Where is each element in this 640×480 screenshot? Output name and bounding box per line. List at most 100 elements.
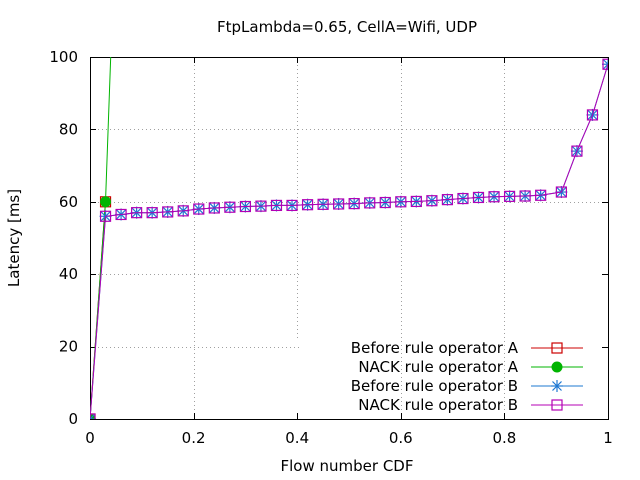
data-point xyxy=(177,205,189,217)
marker-shape xyxy=(99,210,112,222)
data-point xyxy=(602,58,608,70)
legend-label: NACK rule operator A xyxy=(358,358,518,376)
series-4 xyxy=(90,58,608,419)
y-tick-label: 60 xyxy=(59,193,78,211)
plot-frame xyxy=(90,57,609,420)
marker-shape xyxy=(472,191,485,204)
marker-shape xyxy=(551,399,563,411)
marker-shape xyxy=(503,190,516,202)
legend-label: NACK rule operator B xyxy=(358,396,518,414)
x-tick-label: 0.8 xyxy=(492,429,516,447)
legend-entry: NACK rule operator A xyxy=(358,358,583,376)
marker-stroke xyxy=(603,59,608,66)
marker-shape xyxy=(348,198,360,210)
legend-marker xyxy=(551,342,563,354)
data-point xyxy=(571,145,583,157)
marker-shape xyxy=(208,202,220,214)
marker-shape xyxy=(333,198,345,210)
data-point xyxy=(255,200,267,212)
data-point xyxy=(333,198,345,210)
marker-shape xyxy=(270,199,283,212)
x-tick-label: 1 xyxy=(603,429,613,447)
axis-ticks: 0 0.2 0.4 0.6 0.8 1 0 20 40 60 80 100 xyxy=(49,48,612,447)
marker-shape xyxy=(488,191,500,203)
marker-shape xyxy=(586,109,599,121)
data-point xyxy=(270,199,283,212)
data-point xyxy=(131,207,143,219)
marker-stroke xyxy=(603,63,608,70)
legend-marker xyxy=(551,399,563,411)
marker-shape xyxy=(571,145,583,157)
legend-entry: Before rule operator A xyxy=(351,339,583,357)
data-point xyxy=(364,197,376,209)
series-line xyxy=(90,64,608,419)
legend-marker xyxy=(551,380,563,392)
data-point xyxy=(162,206,174,218)
series-line xyxy=(90,57,112,419)
marker-shape xyxy=(551,361,563,373)
data-point xyxy=(193,203,205,215)
series-line xyxy=(90,64,608,419)
x-tick-label: 0.6 xyxy=(389,429,413,447)
data-point xyxy=(301,199,314,211)
data-point xyxy=(348,198,360,210)
data-point xyxy=(239,200,251,213)
marker-shape xyxy=(286,199,298,212)
marker-shape xyxy=(224,201,236,213)
marker-shape xyxy=(255,200,267,212)
data-point xyxy=(519,190,531,202)
data-point xyxy=(535,189,547,201)
legend-entry: NACK rule operator B xyxy=(358,396,583,414)
marker-shape xyxy=(555,186,567,198)
data-point xyxy=(224,201,236,213)
marker-stroke xyxy=(90,414,95,419)
data-point xyxy=(208,202,220,214)
marker-shape xyxy=(395,196,407,208)
x-tick-label: 0.4 xyxy=(285,429,309,447)
data-point xyxy=(602,58,608,71)
data-point xyxy=(100,196,112,208)
y-tick-label: 40 xyxy=(59,265,78,283)
chart-title: FtpLambda=0.65, CellA=Wifi, UDP xyxy=(217,18,477,36)
x-axis-label: Flow number CDF xyxy=(281,457,414,475)
marker-shape xyxy=(379,196,391,209)
data-point xyxy=(317,198,329,210)
marker-shape xyxy=(131,207,143,219)
marker-shape xyxy=(317,198,329,210)
data-point xyxy=(586,109,599,121)
data-point xyxy=(410,195,422,208)
data-point xyxy=(99,210,112,222)
marker-shape xyxy=(410,195,422,208)
legend-label: Before rule operator A xyxy=(351,339,519,357)
data-point xyxy=(503,190,516,202)
marker-shape xyxy=(301,199,314,211)
x-tick-label: 0 xyxy=(85,429,95,447)
series-2 xyxy=(90,57,112,419)
series-layer xyxy=(90,57,608,419)
grid xyxy=(90,57,608,419)
marker-shape xyxy=(602,58,608,70)
data-point xyxy=(555,186,567,198)
legend-marker xyxy=(551,361,563,373)
data-point xyxy=(146,207,158,219)
y-tick-label: 80 xyxy=(59,120,78,138)
data-point xyxy=(488,191,500,203)
data-point xyxy=(90,413,96,419)
data-point xyxy=(441,194,454,206)
data-point xyxy=(379,196,391,209)
marker-shape xyxy=(551,342,563,354)
y-axis-label: Latency [ms] xyxy=(5,189,23,287)
data-point xyxy=(115,208,127,221)
marker-shape xyxy=(364,197,376,209)
y-tick-label: 100 xyxy=(49,48,78,66)
data-point xyxy=(286,199,298,212)
marker-shape xyxy=(177,205,189,217)
legend-entry: Before rule operator B xyxy=(351,377,583,395)
data-point xyxy=(426,195,438,207)
marker-shape xyxy=(519,190,531,202)
data-point xyxy=(457,192,469,205)
marker-stroke xyxy=(552,381,562,391)
data-point xyxy=(472,191,485,204)
